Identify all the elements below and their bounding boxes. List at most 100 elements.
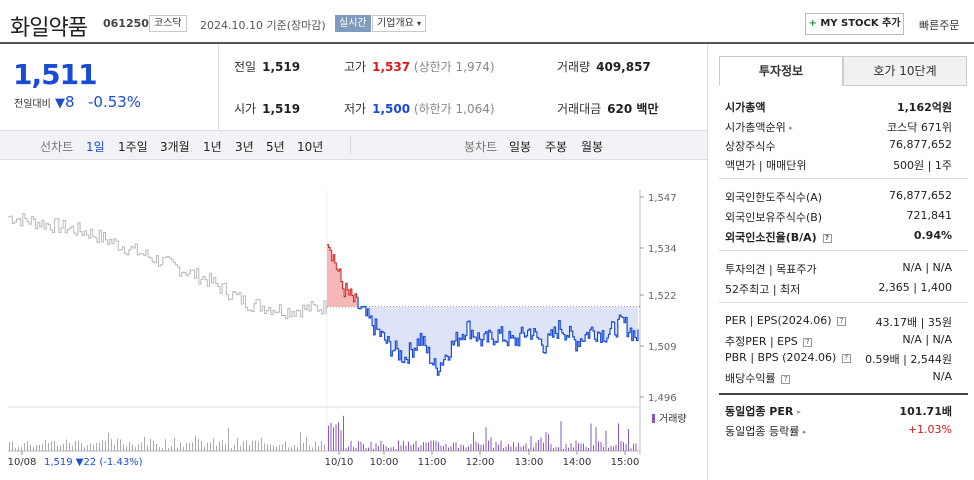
volume-bar: [410, 445, 412, 451]
volume-bar: [228, 427, 229, 451]
triangle-right-icon[interactable]: ▸: [797, 408, 801, 416]
row-face-value: 액면가 | 매매단위 500원 | 1주: [725, 157, 952, 173]
stat-high-value: 1,537: [372, 60, 411, 74]
stat-low: 저가 1,500 (하한가 1,064): [344, 100, 495, 117]
volume-bar: [117, 438, 118, 451]
triangle-right-icon[interactable]: ▸: [789, 124, 793, 132]
volume-bar: [249, 445, 250, 451]
period-bar: 선차트 1일 1주일 3개월 1년 3년 5년 10년 봉차트 일봉 주봉 월봉: [0, 130, 707, 160]
volume-bar: [373, 448, 374, 451]
row-label: 동일업종 PER: [725, 405, 794, 418]
candle-weekly[interactable]: 주봉: [545, 140, 568, 154]
y-tick-label: 1,547: [648, 193, 677, 204]
volume-bar: [628, 429, 629, 451]
volume-bar: [279, 445, 280, 451]
volume-bar: [237, 438, 238, 451]
volume-bar: [60, 445, 61, 451]
stat-low-label: 저가: [344, 102, 367, 116]
volume-bar: [568, 447, 569, 451]
volume-bar: [18, 446, 19, 451]
volume-bar: [45, 439, 46, 451]
volume-bar: [186, 443, 187, 451]
volume-bar: [288, 447, 289, 451]
volume-bar: [515, 446, 517, 451]
candle-monthly[interactable]: 월봉: [581, 140, 604, 154]
candle-daily[interactable]: 일봉: [509, 140, 532, 154]
volume-bar: [540, 437, 542, 451]
volume-bar: [615, 444, 617, 451]
tab-invest-info[interactable]: 투자정보: [719, 56, 843, 86]
today-up-fill: [327, 244, 638, 307]
help-icon[interactable]: ?: [781, 374, 791, 384]
volume-bar: [578, 443, 579, 451]
stat-high-label: 고가: [344, 60, 367, 74]
volume-bar: [335, 424, 337, 451]
plus-icon: +: [808, 18, 817, 29]
x-tick-label: 14:00: [563, 457, 592, 468]
volume-bar: [306, 436, 307, 451]
volume-bar: [255, 440, 256, 451]
period-3m[interactable]: 3개월: [160, 140, 190, 154]
mystock-add-button[interactable]: + MY STOCK 추가: [805, 13, 904, 35]
volume-bar: [635, 443, 637, 451]
chevron-down-icon: ▾: [417, 19, 422, 28]
period-3y[interactable]: 3년: [235, 140, 254, 154]
volume-bar: [530, 435, 532, 451]
volume-bar: [198, 439, 199, 451]
volume-bar: [276, 446, 277, 451]
help-icon[interactable]: ?: [837, 316, 847, 326]
row-label: 동일업종 등락률: [725, 425, 800, 438]
volume-bar: [144, 436, 145, 451]
volume-bar: [463, 445, 464, 451]
side-tabs: 투자정보 호가 10단계: [719, 56, 968, 86]
volume-bar: [204, 446, 205, 451]
corp-info-dropdown[interactable]: 기업개요 ▾: [372, 15, 427, 32]
volume-bar: [177, 447, 178, 451]
period-10y[interactable]: 10년: [297, 140, 324, 154]
stat-low-value: 1,500: [372, 102, 411, 116]
market-badge: 코스닥: [149, 15, 187, 32]
divider: [719, 393, 968, 395]
volume-bar: [66, 439, 67, 451]
volume-bar: [57, 445, 58, 451]
volume-bar: [603, 446, 604, 451]
volume-bar: [413, 443, 414, 451]
quick-order-link[interactable]: 빠른주문: [919, 19, 960, 32]
volume-bars: [9, 415, 637, 451]
stat-upper-limit: (상한가 1,974): [413, 60, 495, 74]
row-label: PER | EPS(2024.06): [725, 314, 832, 327]
period-1d[interactable]: 1일: [86, 140, 105, 154]
volume-bar: [440, 445, 442, 451]
volume-bar: [343, 415, 344, 451]
period-1w[interactable]: 1주일: [118, 140, 148, 154]
period-1y[interactable]: 1년: [203, 140, 222, 154]
help-icon[interactable]: ?: [803, 337, 813, 347]
realtime-button[interactable]: 실시간: [335, 15, 371, 32]
volume-bar: [312, 447, 313, 451]
volume-bar: [398, 440, 399, 451]
help-icon[interactable]: ?: [841, 353, 851, 363]
volume-bar: [435, 440, 437, 451]
volume-bar: [189, 443, 190, 451]
triangle-right-icon[interactable]: ▸: [802, 428, 807, 436]
change-label: 전일대비: [14, 99, 51, 110]
x-tick-label: 13:00: [515, 457, 544, 468]
volume-bar: [108, 432, 109, 451]
volume-bar: [525, 443, 527, 451]
volume-bar: [458, 447, 459, 451]
volume-bar: [508, 444, 509, 451]
volume-bar: [42, 443, 43, 451]
help-icon[interactable]: ?: [822, 233, 832, 243]
volume-bar: [252, 440, 253, 451]
volume-bar: [282, 444, 283, 451]
volume-bar: [63, 443, 64, 451]
volume-bar: [114, 444, 115, 451]
stat-amount-value: 620 백만: [607, 102, 659, 116]
volume-bar: [318, 446, 319, 451]
row-value: 43.17배 | 35원: [875, 316, 952, 329]
period-5y[interactable]: 5년: [266, 140, 285, 154]
tab-hoga-10[interactable]: 호가 10단계: [843, 56, 967, 86]
volume-bar: [207, 442, 208, 451]
today-series: [327, 244, 640, 376]
volume-bar: [573, 447, 574, 451]
